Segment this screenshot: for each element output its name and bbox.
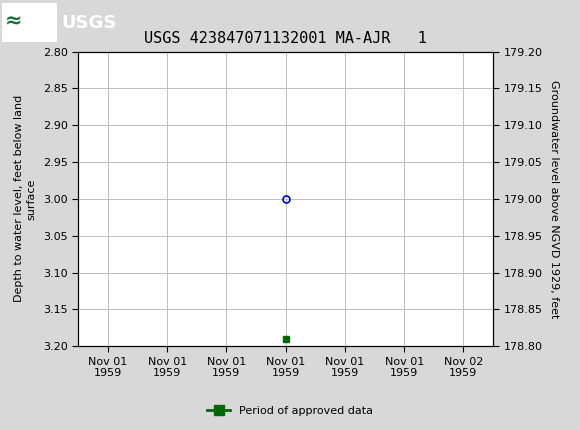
Title: USGS 423847071132001 MA-AJR   1: USGS 423847071132001 MA-AJR 1	[144, 31, 427, 46]
Y-axis label: Groundwater level above NGVD 1929, feet: Groundwater level above NGVD 1929, feet	[549, 80, 559, 318]
FancyBboxPatch shape	[2, 3, 57, 43]
Text: USGS: USGS	[61, 14, 116, 31]
Legend: Period of approved data: Period of approved data	[203, 401, 377, 420]
Text: ≈: ≈	[5, 12, 22, 32]
Y-axis label: Depth to water level, feet below land
surface: Depth to water level, feet below land su…	[14, 95, 36, 302]
